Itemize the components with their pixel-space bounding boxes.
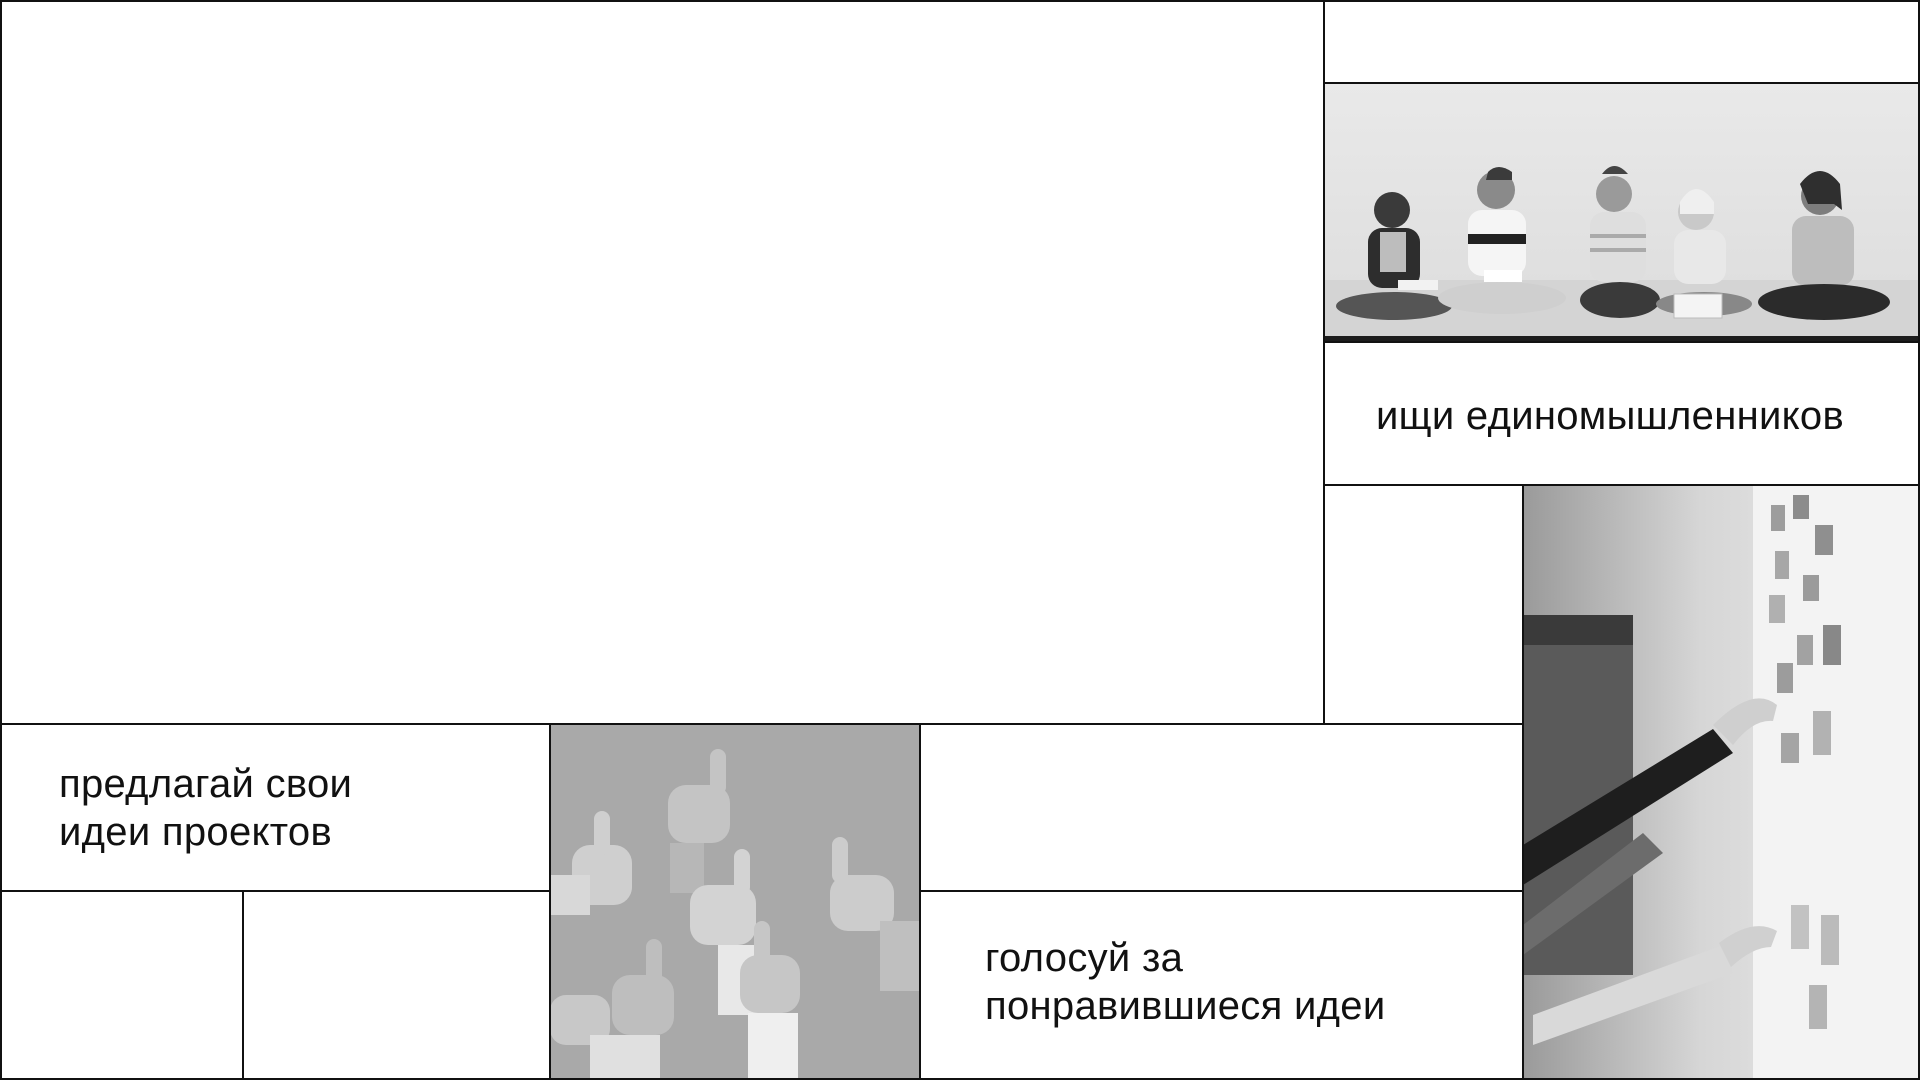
sticky-notes-wall-photo	[1523, 485, 1918, 1080]
vote-ideas-line-1: голосуй за	[985, 936, 1184, 980]
thumbs-up-hands-photo	[550, 725, 919, 1080]
find-people-label: ищи единомышленников	[1376, 392, 1844, 440]
sticky-photo-graphic	[1523, 485, 1918, 1080]
thumbs-photo-graphic	[550, 725, 919, 1080]
propose-ideas-line-1: предлагай свои	[59, 762, 353, 806]
propose-ideas-line-2: идеи проектов	[59, 810, 333, 854]
propose-ideas-label: предлагай свои идеи проектов	[59, 760, 352, 856]
vote-ideas-label: голосуй за понравившиеся идеи	[985, 934, 1385, 1030]
vote-ideas-line-2: понравившиеся идеи	[985, 984, 1386, 1028]
group-of-students-photo	[1324, 84, 1918, 342]
group-photo-graphic	[1324, 84, 1918, 342]
find-people-text: ищи единомышленников	[1376, 394, 1844, 438]
